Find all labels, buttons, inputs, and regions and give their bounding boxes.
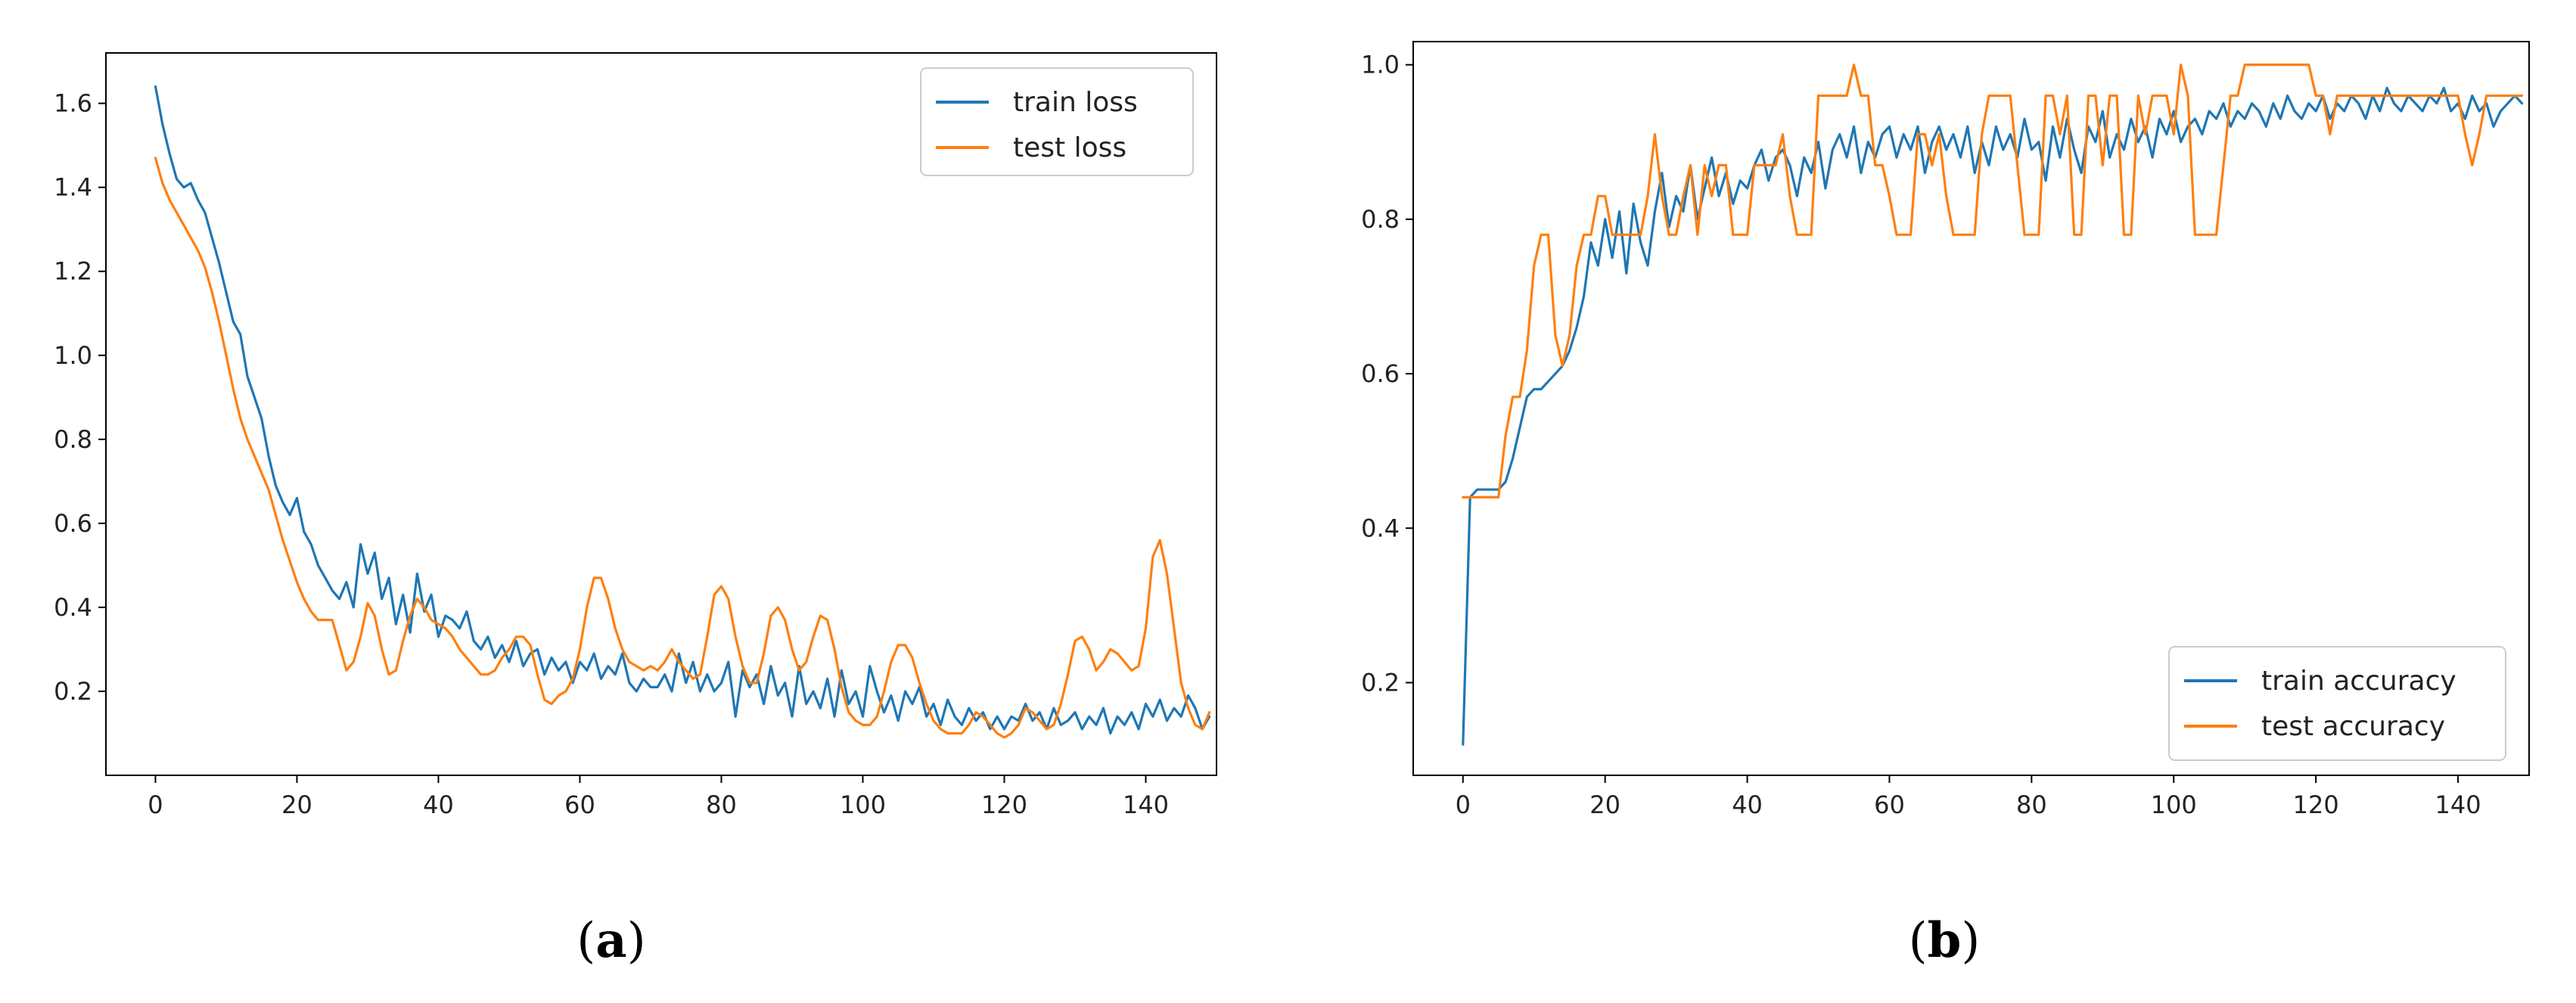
panel-b-chart: 0 20 40 60 80 100 120 140 0.2 0.4 0.6 0.8 1.0 train a… (1361, 41, 2530, 819)
panel-b-y-tick-label: 0.2 (1361, 668, 1400, 697)
panel-a-y-tick-label: 0.2 (54, 677, 92, 706)
panel-b-series-test-accuracy-line (1462, 63, 2524, 499)
panel-b-series-train-accuracy-line (1462, 86, 2524, 746)
panel-a-chart: 0 20 40 60 80 100 120 140 0.2 0.4 0.6 0.8 1.0 1.2 1.4 1… (54, 52, 1217, 819)
panel-b-x-tick-label: 100 (2151, 790, 2197, 819)
panel-a-x-tick-label: 60 (564, 790, 595, 819)
panel-a-y-tick-label: 1.6 (54, 89, 92, 118)
panel-a-legend-label: test loss (1013, 132, 1126, 163)
panel-a-y-tick-label: 0.4 (54, 593, 92, 622)
panel-a-x-tick-label: 20 (281, 790, 312, 819)
panel-b-x-tick-label: 20 (1589, 790, 1620, 819)
panel-b-x-tick-label: 60 (1874, 790, 1905, 819)
panel-a-legend-label: train loss (1013, 87, 1138, 118)
panel-b-y-tick-label: 0.6 (1361, 359, 1400, 388)
panel-b-y-tick-label: 0.8 (1361, 205, 1400, 234)
panel-b-legend-label: train accuracy (2261, 666, 2456, 697)
panel-b-legend (2168, 646, 2506, 761)
panel-b-y-tick-label: 0.4 (1361, 514, 1400, 542)
panel-a-x-tick-label: 140 (1123, 790, 1169, 819)
panel-label-a-letter: a (595, 912, 626, 969)
panel-label-a: (a) (576, 912, 645, 969)
panel-b-x-tick-label: 0 (1456, 790, 1471, 819)
panel-b-x-tick-label: 80 (2016, 790, 2047, 819)
panel-label-b-letter: b (1928, 912, 1962, 969)
panel-a-x-tick-label: 100 (840, 790, 886, 819)
panel-a-x-tick-label: 0 (148, 790, 163, 819)
panel-b-x-tick-label: 120 (2293, 790, 2339, 819)
panel-a-y-tick-label: 1.4 (54, 173, 92, 202)
panel-b-axes-frame (1412, 41, 2530, 776)
panel-label-b: (b) (1909, 912, 1981, 969)
panel-a-y-tick-label: 1.0 (54, 341, 92, 370)
panel-a-x-tick-label: 120 (981, 790, 1027, 819)
panel-b-legend-label: test accuracy (2261, 711, 2445, 742)
panel-a-y-tick-label: 0.6 (54, 509, 92, 538)
panel-a-x-tick-label: 80 (706, 790, 737, 819)
panel-b-y-tick-label: 1.0 (1361, 51, 1400, 79)
panel-a-y-tick-label: 0.8 (54, 425, 92, 454)
panel-a-series-test-loss-line (154, 157, 1211, 739)
panel-a-y-tick-label: 1.2 (54, 257, 92, 286)
panel-b-x-tick-label: 40 (1732, 790, 1763, 819)
panel-a-x-tick-label: 40 (423, 790, 454, 819)
panel-b-x-tick-label: 140 (2435, 790, 2481, 819)
panel-a-series-train-loss-line (154, 85, 1211, 735)
panel-a-axes-frame (105, 52, 1217, 776)
